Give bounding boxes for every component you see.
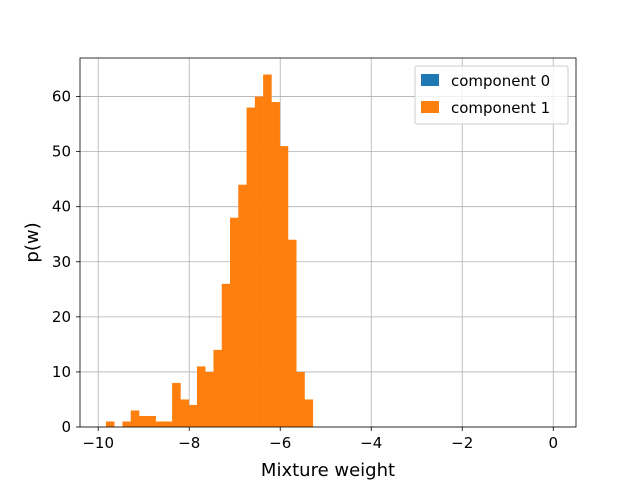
y-tick-label: 0 xyxy=(61,418,71,436)
histogram-bar xyxy=(263,74,272,427)
histogram-bar xyxy=(205,371,214,427)
x-tick-label: −6 xyxy=(269,434,291,452)
x-tick-label: −4 xyxy=(360,434,382,452)
histogram-bar xyxy=(238,184,247,427)
y-axis-ticks: 0 10 20 30 40 50 60 xyxy=(52,88,80,436)
histogram-bar xyxy=(180,399,189,427)
legend-entry-label: component 0 xyxy=(451,72,550,90)
legend: component 0 component 1 xyxy=(414,65,569,125)
legend-swatch xyxy=(421,74,439,86)
y-tick-label: 50 xyxy=(52,143,71,161)
y-tick-label: 30 xyxy=(52,253,71,271)
x-tick-label: −8 xyxy=(178,434,200,452)
histogram-bar xyxy=(304,399,314,427)
histogram-bar xyxy=(163,421,173,427)
x-axis-label: Mixture weight xyxy=(261,460,395,480)
histogram-bar xyxy=(221,283,231,427)
legend-swatch xyxy=(421,101,439,113)
x-tick-label: −10 xyxy=(82,434,114,452)
histogram-bar xyxy=(196,366,206,427)
histogram-bar xyxy=(213,349,223,427)
x-axis-ticks: −10 −8 −6 −4 −2 0 xyxy=(82,427,558,452)
histogram-bar xyxy=(279,146,289,428)
histogram-bar xyxy=(188,404,198,427)
histogram-bar xyxy=(122,421,132,427)
y-axis-label: p(w) xyxy=(22,222,43,262)
histogram-bar xyxy=(105,421,115,427)
plot-frame xyxy=(79,57,577,428)
histogram-bar xyxy=(296,371,305,427)
histogram-bar xyxy=(246,107,256,427)
legend-entry-label: component 1 xyxy=(451,99,550,117)
y-tick-label: 60 xyxy=(52,88,71,106)
histogram-bar xyxy=(172,382,181,427)
histogram-bars xyxy=(105,74,314,428)
histogram-bar xyxy=(139,415,148,427)
histogram-bar xyxy=(155,421,165,427)
histogram-bar xyxy=(230,217,239,427)
histogram-bar xyxy=(287,239,297,427)
y-tick-label: 40 xyxy=(52,198,71,216)
x-tick-label: −2 xyxy=(451,434,473,452)
histogram-bar xyxy=(271,102,280,428)
histogram-bar xyxy=(254,96,264,427)
y-tick-label: 20 xyxy=(52,308,71,326)
histogram-bar xyxy=(147,415,156,427)
histogram-bar xyxy=(130,410,140,427)
y-tick-label: 10 xyxy=(52,363,71,381)
x-tick-label: 0 xyxy=(548,434,558,452)
legend-box xyxy=(414,65,569,125)
